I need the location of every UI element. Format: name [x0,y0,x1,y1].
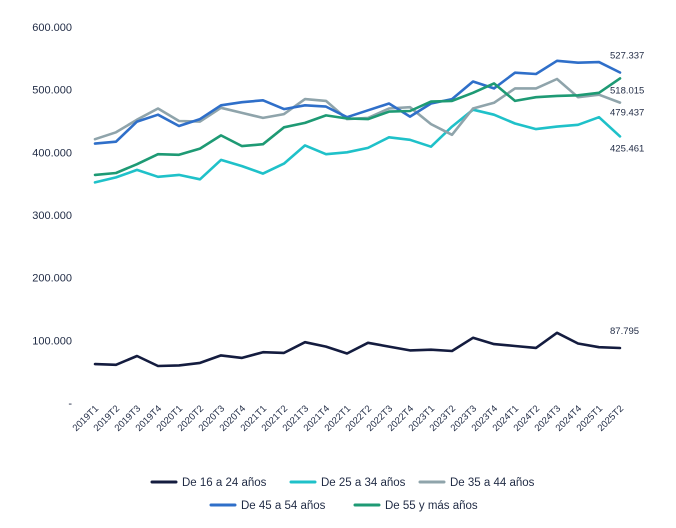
legend: De 16 a 24 años De 25 a 34 años De 35 a 44… [150,477,535,512]
y-tick-label: 600.000 [32,22,72,34]
y-tick-label: 300.000 [32,210,72,222]
series-lines [93,59,622,368]
end-value-label: 425.461 [610,143,644,154]
series-line-1 [93,331,622,368]
y-tick-label: - [68,398,72,410]
legend-label: De 25 a 34 años [321,477,406,489]
y-tick-label: 500.000 [32,85,72,97]
legend-label: De 16 a 24 años [182,477,267,489]
series-line-5 [93,77,622,177]
end-value-label: 479.437 [610,108,644,119]
y-tick-label: 200.000 [32,273,72,285]
y-tick-label: 400.000 [32,147,72,159]
series-line-2 [93,108,622,184]
end-value-label: 527.337 [610,51,644,62]
end-labels: 87.795 425.461 479.437 527.337 518.015 [610,51,644,337]
end-value-label: 518.015 [610,85,644,96]
end-value-label: 87.795 [610,326,639,337]
legend-label: De 45 a 54 años [241,500,326,512]
legend-label: De 55 y más años [385,500,478,512]
series-line-3 [93,77,622,141]
y-tick-label: 100.000 [32,335,72,347]
legend-label: De 35 a 44 años [450,477,535,489]
series-line-4 [93,59,622,145]
x-axis: 2019T12019T22019T32019T42020T12020T22020… [71,403,627,434]
y-axis: - 100.000 200.000 300.000 400.000 500.000 600.… [32,22,72,410]
